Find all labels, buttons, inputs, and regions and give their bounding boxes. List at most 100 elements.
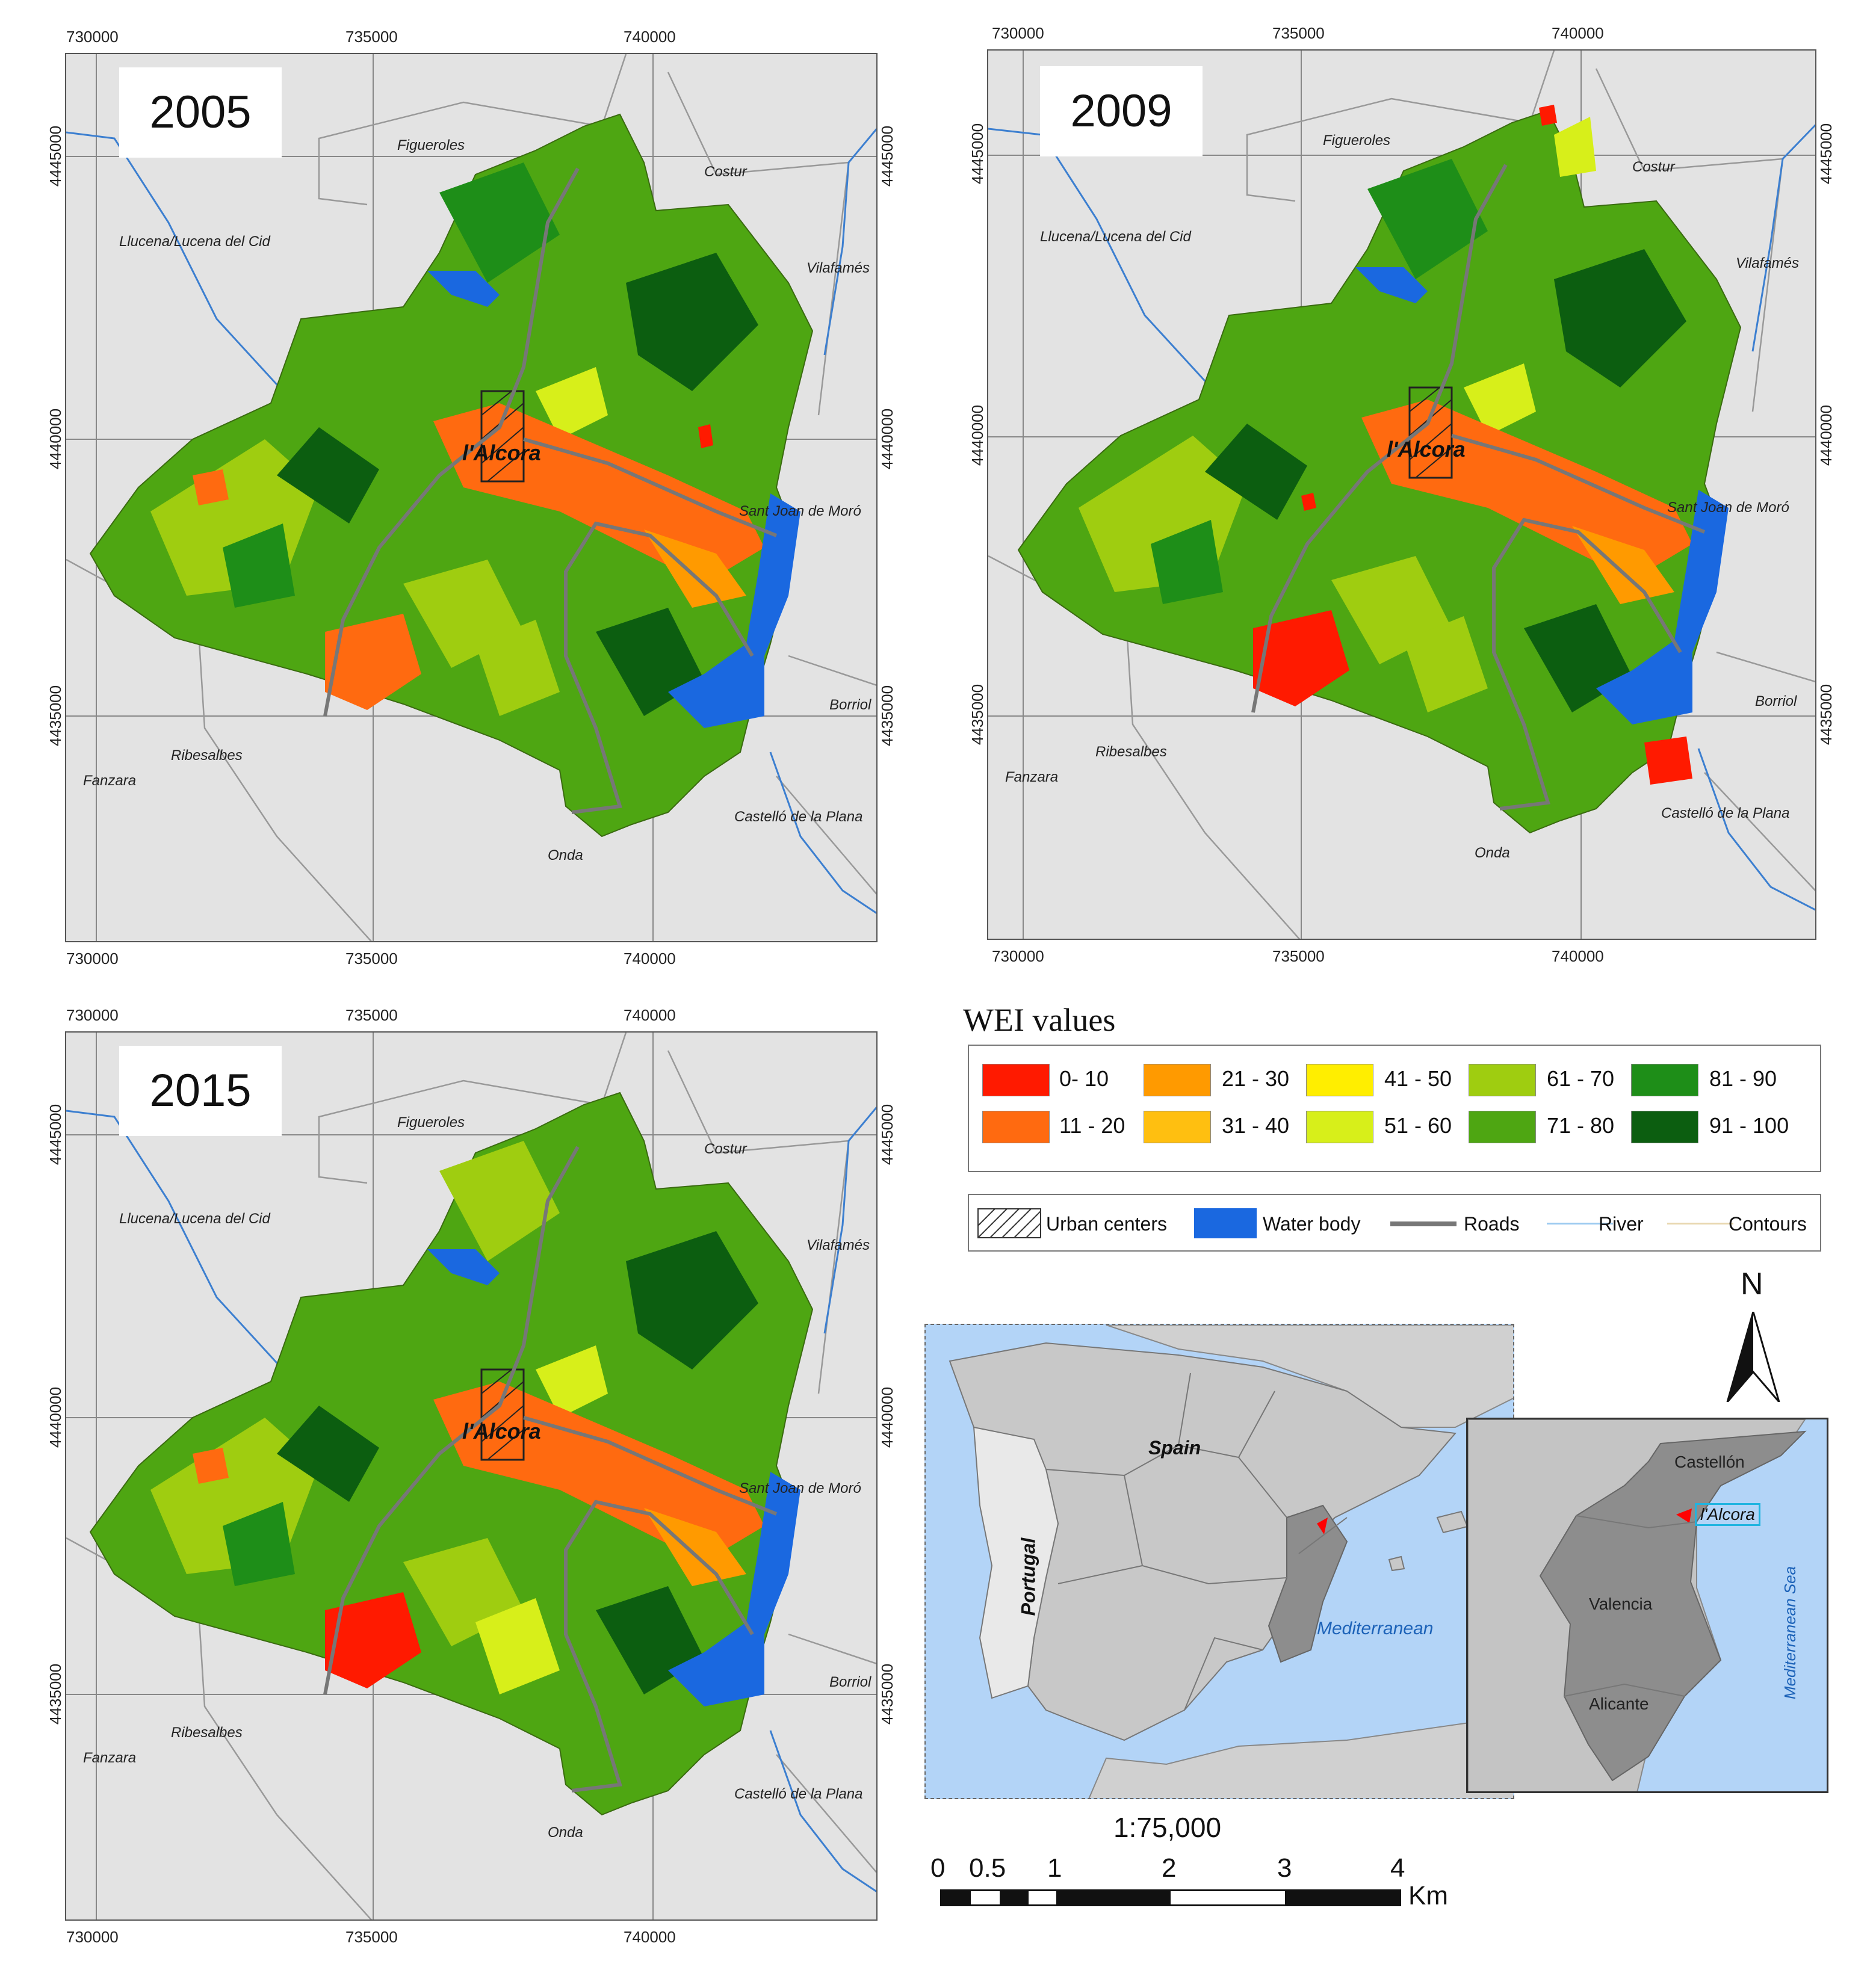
wei-legend: 0- 10 11 - 20 21 - 30 31 - 40 41 - 50 51… [968, 1045, 1821, 1172]
scale-label: 0.5 [969, 1853, 1006, 1883]
y-tick-right: 4445000 [878, 125, 897, 187]
town-label-alcora: l'Alcora [1387, 437, 1466, 462]
scale-ratio: 1:75,000 [1113, 1812, 1222, 1843]
swatch-11-20 [982, 1111, 1050, 1143]
iberia-inset [924, 1324, 1514, 1799]
y-tick-right: 4440000 [878, 408, 897, 470]
place-ribesalbes: Ribesalbes [1095, 744, 1167, 760]
place-borriol: Borriol [1755, 693, 1797, 709]
town-label-alcora: l'Alcora [462, 440, 541, 465]
x-tick-bottom: 730000 [66, 1928, 119, 1946]
legend-label: 71 - 80 [1547, 1113, 1615, 1138]
legend-label: 51 - 60 [1384, 1113, 1452, 1138]
map-2015 [65, 1031, 878, 1921]
river-label: River [1599, 1213, 1644, 1235]
y-tick-left: 4445000 [46, 125, 65, 187]
contours-label: Contours [1729, 1213, 1807, 1235]
place-sant-joan: Sant Joan de Moró [739, 503, 861, 519]
y-tick-right: 4435000 [878, 1663, 897, 1725]
year-label-2009: 2009 [1040, 66, 1203, 156]
year-label-2015: 2015 [119, 1046, 282, 1136]
place-figueroles: Figueroles [397, 1114, 465, 1131]
river-symbol [1547, 1223, 1613, 1224]
valencia-graphic [1468, 1419, 1807, 1791]
legend-label: 81 - 90 [1709, 1066, 1777, 1091]
spain-label: Spain [1148, 1437, 1201, 1459]
water-body-label: Water body [1263, 1213, 1361, 1235]
place-onda: Onda [548, 847, 583, 863]
place-costur: Costur [1632, 159, 1675, 175]
x-tick-top: 735000 [345, 1006, 398, 1024]
place-fanzara: Fanzara [1005, 769, 1059, 785]
roads-label: Roads [1464, 1213, 1520, 1235]
y-tick-right: 4435000 [878, 685, 897, 747]
x-tick-bottom: 735000 [1272, 947, 1325, 965]
legend-label: 61 - 70 [1547, 1066, 1615, 1091]
map-2015-graphic [66, 1033, 876, 1919]
urban-centers-label: Urban centers [1046, 1213, 1167, 1235]
legend-label: 41 - 50 [1384, 1066, 1452, 1091]
place-costur: Costur [704, 164, 747, 180]
place-ribesalbes: Ribesalbes [171, 747, 243, 764]
x-tick-top: 735000 [345, 28, 398, 46]
x-tick-bottom: 740000 [1552, 947, 1604, 965]
x-tick-top: 730000 [992, 24, 1044, 42]
place-castello: Castelló de la Plana [1661, 805, 1790, 821]
legend-label: 91 - 100 [1709, 1113, 1789, 1138]
place-sant-joan: Sant Joan de Moró [1667, 499, 1789, 516]
y-tick-right: 4445000 [878, 1104, 897, 1166]
place-vilafames: Vilafamés [806, 260, 870, 276]
x-tick-top: 740000 [624, 1006, 676, 1024]
swatch-71-80 [1469, 1111, 1536, 1143]
scale-label: 2 [1162, 1853, 1177, 1883]
y-tick-left: 4445000 [968, 123, 987, 185]
x-tick-top: 730000 [66, 28, 119, 46]
place-castello: Castelló de la Plana [734, 1786, 863, 1802]
place-vilafames: Vilafamés [806, 1237, 870, 1253]
legend-label: 0- 10 [1059, 1066, 1109, 1091]
swatch-31-40 [1144, 1111, 1211, 1143]
scale-label: 0 [930, 1853, 946, 1883]
portugal-label: Portugal [1017, 1537, 1039, 1616]
valencia-label: Valencia [1589, 1595, 1653, 1613]
north-arrow-icon [1726, 1312, 1780, 1402]
swatch-21-30 [1144, 1064, 1211, 1096]
alicante-label: Alicante [1589, 1694, 1649, 1713]
place-llucena: Llucena/Lucena del Cid [119, 233, 270, 250]
legend-label: 21 - 30 [1222, 1066, 1290, 1091]
y-tick-left: 4440000 [46, 1386, 65, 1448]
x-tick-bottom: 740000 [624, 1928, 676, 1946]
year-label-2005: 2005 [119, 67, 282, 158]
castellon-label: Castellón [1674, 1453, 1745, 1471]
town-label-alcora: l'Alcora [462, 1419, 541, 1444]
place-figueroles: Figueroles [397, 137, 465, 153]
place-onda: Onda [548, 1824, 583, 1841]
symbol-legend: Urban centers Water body Roads River Con… [968, 1194, 1821, 1252]
place-onda: Onda [1475, 845, 1510, 861]
map-2009-graphic [988, 51, 1815, 939]
place-ribesalbes: Ribesalbes [171, 1725, 243, 1741]
x-tick-bottom: 730000 [66, 950, 119, 968]
y-tick-left: 4445000 [46, 1104, 65, 1166]
y-tick-left: 4435000 [46, 685, 65, 747]
y-tick-right: 4445000 [1817, 123, 1836, 185]
x-tick-top: 740000 [1552, 24, 1604, 42]
contours-symbol [1667, 1223, 1733, 1224]
valencia-inset [1466, 1418, 1828, 1793]
x-tick-bottom: 735000 [345, 950, 398, 968]
mediterranean-sea-label: Mediterranean Sea [1781, 1566, 1800, 1700]
roads-symbol [1390, 1221, 1457, 1226]
legend-title: WEI values [963, 1002, 1116, 1038]
swatch-0-10 [982, 1064, 1050, 1096]
north-label: N [1741, 1267, 1763, 1302]
map-2005 [65, 53, 878, 942]
y-tick-right: 4440000 [878, 1386, 897, 1448]
mediterranean-label: Mediterranean [1317, 1619, 1434, 1638]
scale-label: 1 [1047, 1853, 1062, 1883]
scale-bar [940, 1889, 1401, 1906]
alcora-inset-label: l'Alcora [1695, 1503, 1760, 1526]
iberia-graphic [949, 1325, 1513, 1798]
y-tick-left: 4440000 [46, 408, 65, 470]
legend-label: 11 - 20 [1059, 1113, 1125, 1138]
place-figueroles: Figueroles [1323, 132, 1391, 149]
